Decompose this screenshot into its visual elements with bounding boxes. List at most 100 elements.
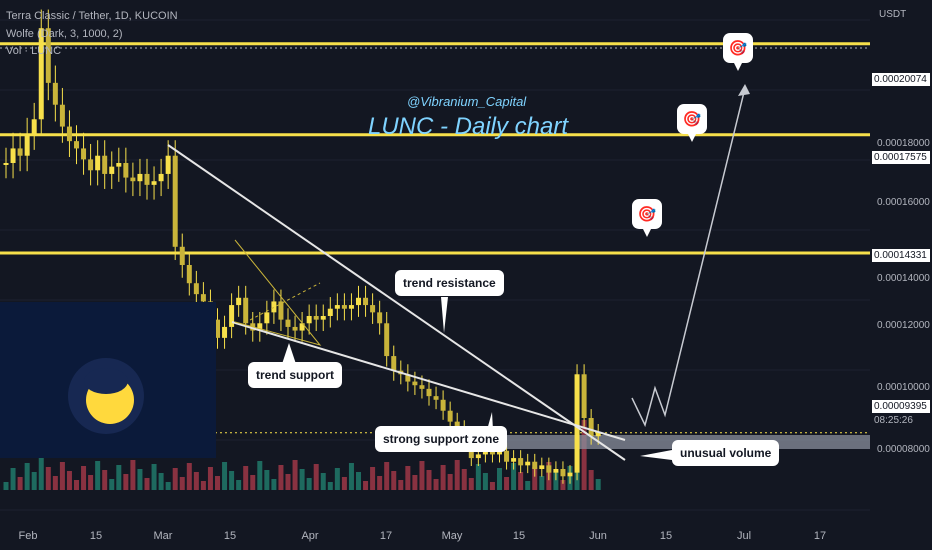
volume-bar xyxy=(74,480,79,490)
candle-body xyxy=(31,119,37,134)
candle-body xyxy=(405,374,411,382)
candle-body xyxy=(447,410,453,422)
volume-bar xyxy=(313,464,319,490)
x-tick: 15 xyxy=(223,530,237,542)
volume-bar xyxy=(144,478,150,490)
volume-bar xyxy=(264,470,270,490)
candle-body xyxy=(3,163,9,165)
candle-body xyxy=(24,133,30,156)
candle-body xyxy=(454,421,460,429)
volume-bar xyxy=(45,467,51,490)
volume-bar xyxy=(306,478,312,490)
trend-support-line xyxy=(231,321,626,441)
x-tick: Feb xyxy=(18,530,38,542)
last-price-label[interactable]: 0.00009395 xyxy=(872,400,930,413)
target-icon: 🎯 xyxy=(677,104,707,142)
candle-body xyxy=(595,432,601,437)
candle-body xyxy=(229,305,235,327)
candle-body xyxy=(17,148,23,156)
volume-bar xyxy=(468,478,474,490)
countdown-label: 08:25:26 xyxy=(872,414,930,427)
candle-body xyxy=(518,458,524,466)
candle-body xyxy=(285,319,291,327)
volume-bar xyxy=(405,466,411,490)
candle-body xyxy=(222,326,228,338)
target-icon: 🎯 xyxy=(723,33,753,71)
x-tick: 15 xyxy=(659,530,673,542)
volume-bar xyxy=(207,467,213,490)
volume-bar xyxy=(419,461,425,490)
candle-body xyxy=(123,163,129,178)
x-tick: 15 xyxy=(512,530,526,542)
candle-body xyxy=(574,374,580,473)
symbol-title[interactable]: Terra Classic / Tether, 1D, KUCOIN xyxy=(6,10,178,22)
candle-body xyxy=(588,418,594,437)
support-zone-callout: strong support zone xyxy=(375,426,507,452)
volume-bar xyxy=(391,471,397,490)
volume-bar xyxy=(497,468,502,490)
volume-bar xyxy=(200,481,206,490)
volume-bar xyxy=(363,481,369,490)
candle-body xyxy=(264,312,270,324)
projection-path xyxy=(631,87,746,428)
candle-body xyxy=(116,163,122,167)
candle-body xyxy=(511,458,517,462)
volume-bar xyxy=(525,481,531,490)
candle-body xyxy=(179,246,185,265)
volume-bar xyxy=(398,480,404,490)
candle-body xyxy=(193,283,199,295)
volume-bar xyxy=(81,466,87,490)
candle-body xyxy=(38,28,44,120)
volume-bar xyxy=(384,462,390,490)
level-label-low[interactable]: 0.00014331 xyxy=(872,249,930,262)
level-label-mid[interactable]: 0.00017575 xyxy=(872,151,930,164)
candle-body xyxy=(504,450,510,462)
volume-bar xyxy=(489,482,495,490)
candle-body xyxy=(327,308,333,316)
volume-bar xyxy=(229,471,235,490)
volume-bar xyxy=(243,466,249,490)
x-tick: Mar xyxy=(153,530,173,542)
x-tick: Apr xyxy=(301,530,319,542)
volume-bar xyxy=(3,482,9,490)
candle-body xyxy=(546,465,552,473)
candle-body xyxy=(391,356,397,371)
x-tick: 15 xyxy=(89,530,103,542)
volume-bar xyxy=(236,480,242,490)
x-tick: 17 xyxy=(379,530,393,542)
candle-body xyxy=(348,305,354,309)
volume-bar xyxy=(299,469,305,490)
volume-bar xyxy=(356,472,361,490)
watermark-title: LUNC - Daily chart xyxy=(368,113,569,140)
candle-body xyxy=(130,177,136,182)
volume-bar xyxy=(165,482,171,490)
volume-bar xyxy=(327,482,333,490)
candle-body xyxy=(341,305,347,309)
volume-bar xyxy=(130,460,136,490)
candle-body xyxy=(292,326,298,331)
indicator-label[interactable]: Wolfe (Dark, 3, 1000, 2) xyxy=(6,28,123,40)
candle-body xyxy=(81,148,87,160)
candle-body xyxy=(172,155,178,247)
axis-tick: 0.00008000 xyxy=(877,444,930,455)
volume-bar xyxy=(518,472,524,490)
volume-bar xyxy=(257,461,263,490)
axis-tick: 0.00010000 xyxy=(877,382,930,393)
candle-body xyxy=(45,28,51,83)
candle-body xyxy=(377,312,383,324)
volume-label[interactable]: Vol · LUNC xyxy=(6,45,62,57)
candle-body xyxy=(412,381,418,386)
candle-body xyxy=(278,301,284,320)
volume-bar xyxy=(454,460,460,490)
candle-body xyxy=(186,265,192,284)
volume-bar xyxy=(588,470,594,490)
volume-bar xyxy=(24,463,30,490)
volume-bar xyxy=(193,472,199,490)
support-pointer xyxy=(282,343,296,364)
candle-body xyxy=(271,301,277,313)
level-label-top[interactable]: 0.00020074 xyxy=(872,73,930,86)
candle-body xyxy=(426,388,432,397)
volume-bar xyxy=(123,474,129,490)
candle-body xyxy=(539,465,545,469)
unusual-volume-callout: unusual volume xyxy=(672,440,780,466)
